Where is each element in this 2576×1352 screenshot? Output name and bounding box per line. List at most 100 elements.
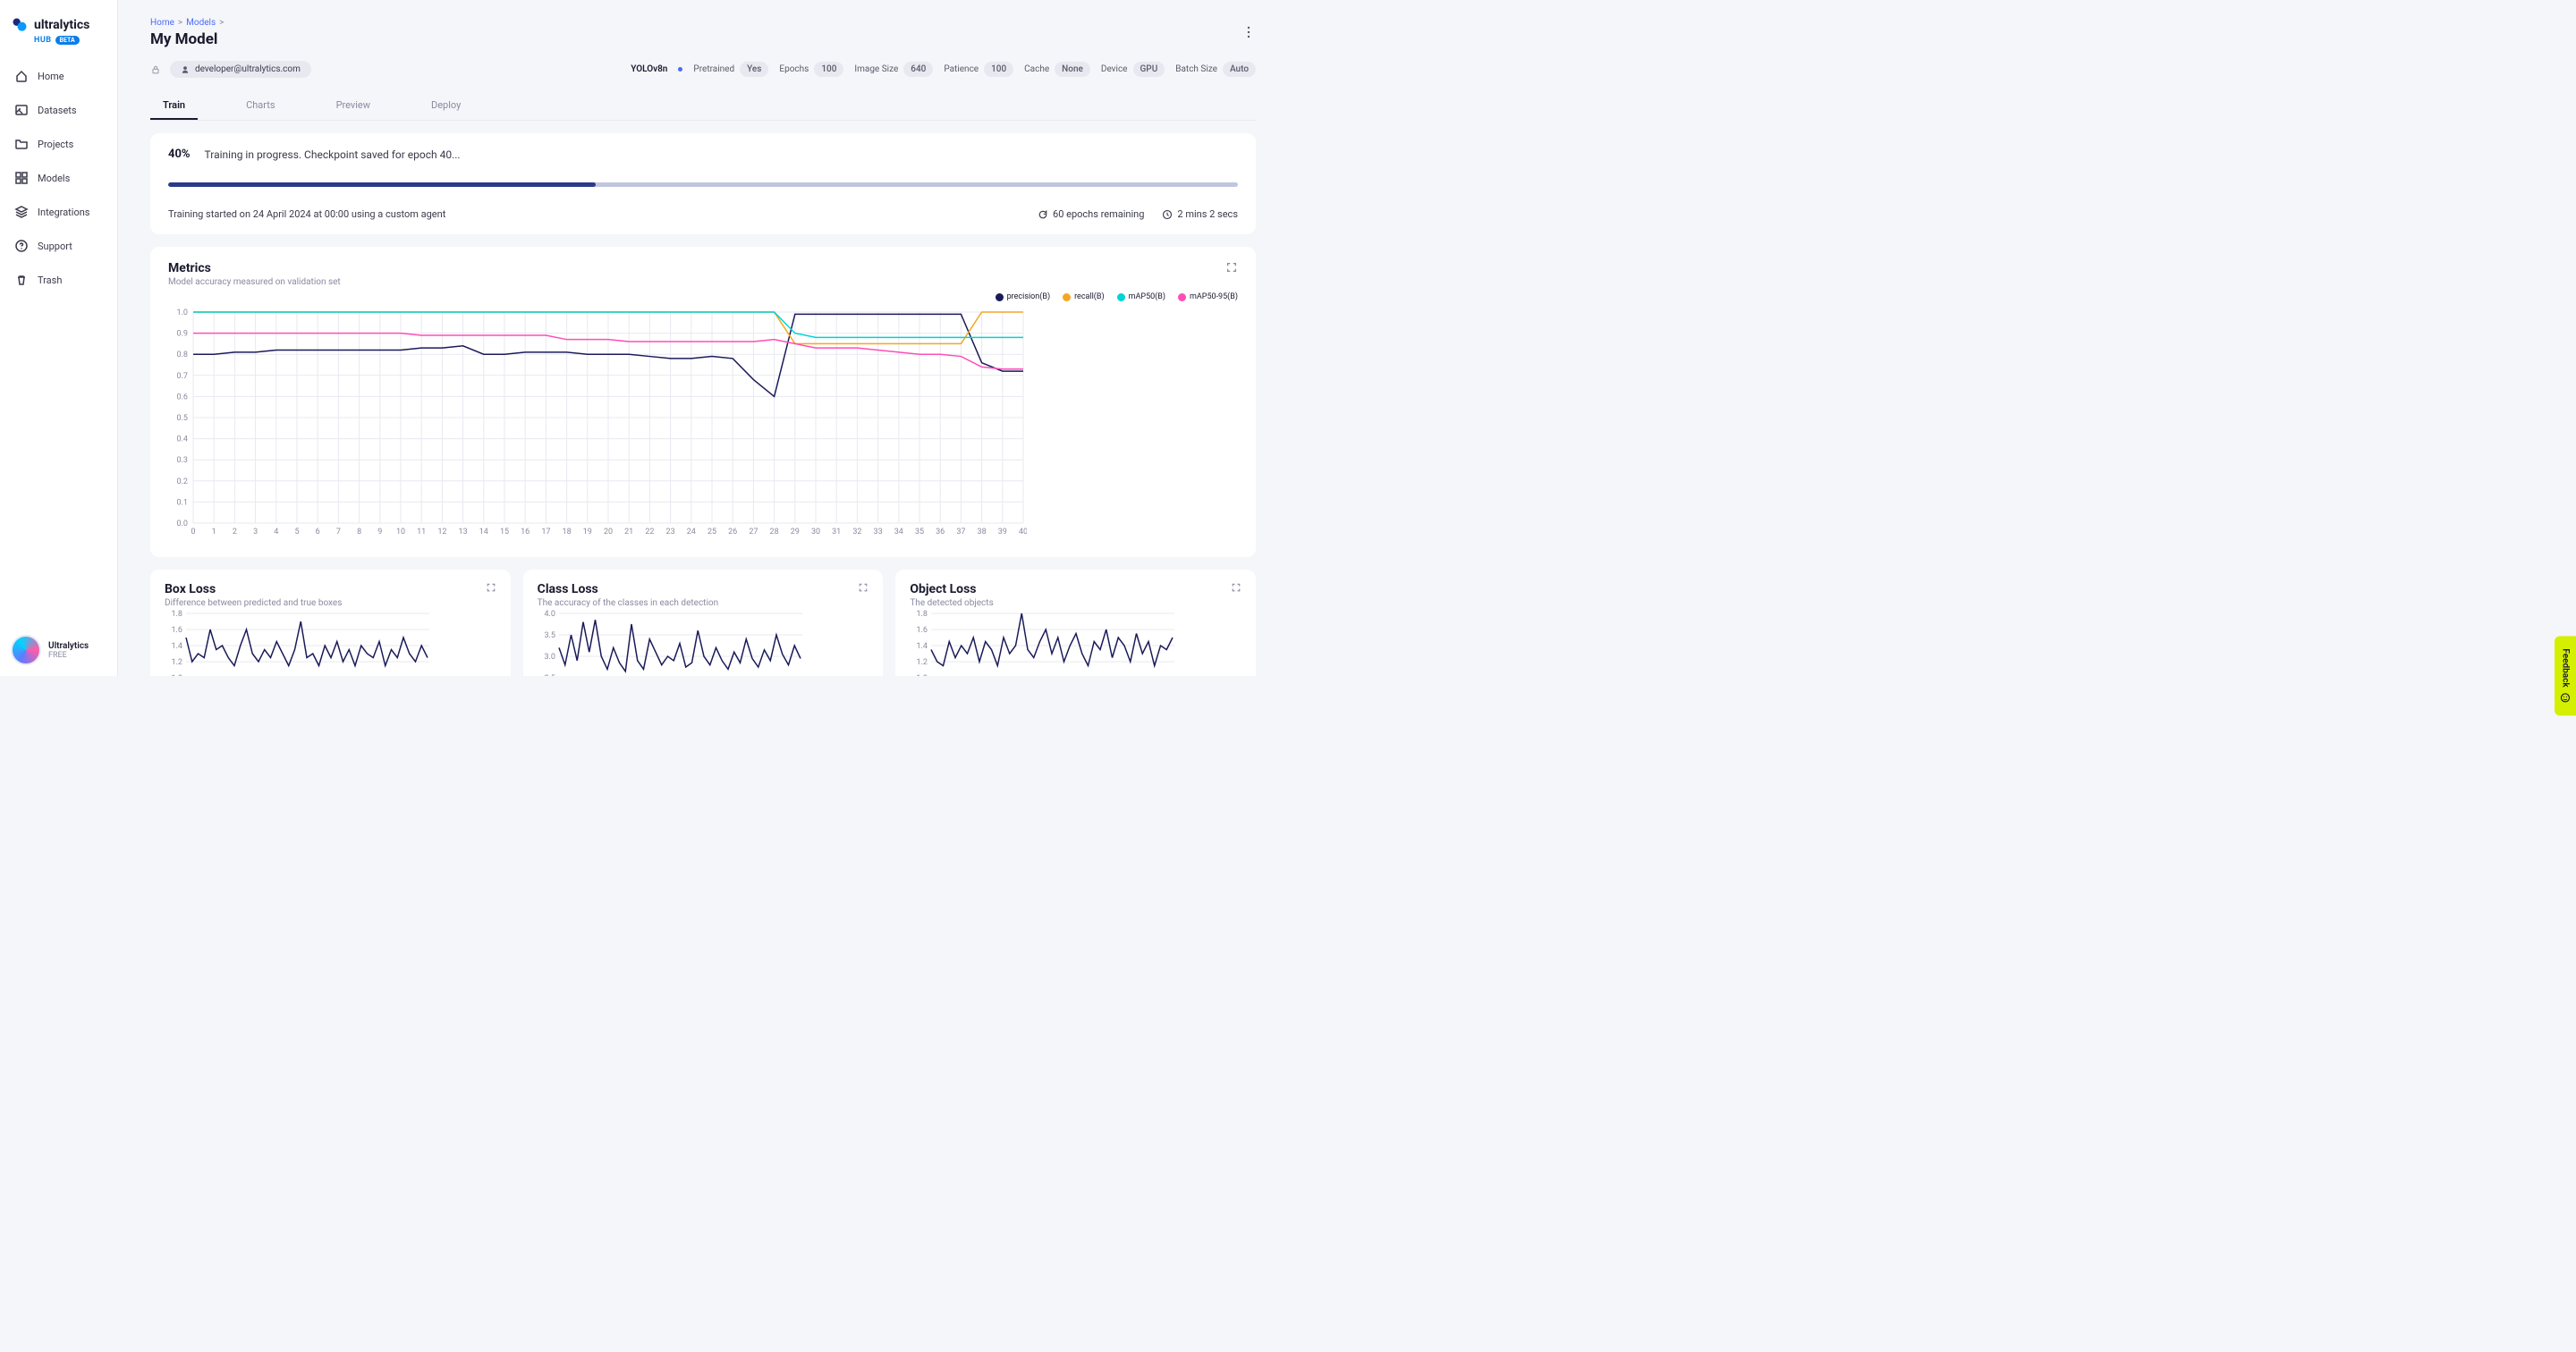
legend-item[interactable]: precision(B) — [996, 292, 1050, 301]
models-icon — [14, 171, 29, 185]
metrics-title: Metrics — [168, 261, 341, 275]
svg-text:37: 37 — [956, 528, 965, 537]
config-batch-size: Batch SizeAuto — [1175, 62, 1256, 77]
breadcrumb: Home > Models > — [150, 18, 224, 28]
expand-icon[interactable] — [858, 582, 869, 593]
expand-icon[interactable] — [1225, 261, 1238, 274]
epochs-remaining: 60 epochs remaining — [1038, 208, 1144, 220]
expand-icon[interactable] — [1231, 582, 1241, 593]
nav-item-support[interactable]: Support — [7, 231, 110, 261]
svg-text:1.6: 1.6 — [917, 626, 928, 635]
sidebar-footer[interactable]: Ultralytics FREE — [0, 624, 117, 676]
svg-text:1.0: 1.0 — [917, 674, 928, 676]
svg-text:0.3: 0.3 — [177, 456, 189, 465]
logo-icon — [11, 16, 29, 34]
user-icon — [181, 65, 190, 74]
svg-text:1.2: 1.2 — [172, 658, 183, 667]
breadcrumb-link[interactable]: Models — [186, 18, 216, 28]
svg-text:0: 0 — [191, 528, 195, 537]
nav-item-datasets[interactable]: Datasets — [7, 95, 110, 125]
progress-started: Training started on 24 April 2024 at 00:… — [168, 208, 445, 220]
tab-train[interactable]: Train — [150, 92, 198, 120]
nav-item-home[interactable]: Home — [7, 61, 110, 91]
svg-text:21: 21 — [624, 528, 633, 537]
user-name: Ultralytics — [48, 641, 89, 651]
image-icon — [14, 103, 29, 117]
nav-item-projects[interactable]: Projects — [7, 129, 110, 159]
loss-title: Object Loss — [910, 582, 993, 596]
metrics-subtitle: Model accuracy measured on validation se… — [168, 277, 341, 287]
nav-list: Home Datasets Projects Models Integrations Su… — [0, 61, 117, 295]
svg-text:1: 1 — [212, 528, 216, 537]
svg-text:23: 23 — [666, 528, 675, 537]
legend-item[interactable]: recall(B) — [1063, 292, 1105, 301]
svg-text:18: 18 — [563, 528, 572, 537]
svg-text:26: 26 — [728, 528, 737, 537]
svg-text:0.9: 0.9 — [177, 330, 189, 339]
svg-text:1.4: 1.4 — [917, 642, 928, 651]
loss-chart: 1.01.21.41.61.8 — [165, 608, 429, 676]
svg-text:31: 31 — [832, 528, 841, 537]
loss-subtitle: The detected objects — [910, 598, 993, 608]
owner-chip[interactable]: developer@ultralytics.com — [170, 61, 311, 78]
svg-text:1.0: 1.0 — [172, 674, 183, 676]
breadcrumb-link[interactable]: Home — [150, 18, 174, 28]
svg-text:33: 33 — [874, 528, 883, 537]
feedback-tab[interactable]: Feedback — [2555, 636, 2576, 715]
svg-text:3: 3 — [253, 528, 258, 537]
loss-chart: 2.53.03.54.0 — [538, 608, 802, 676]
progress-bar — [168, 182, 1238, 187]
layers-icon — [14, 205, 29, 219]
help-icon — [14, 239, 29, 253]
nav-item-integrations[interactable]: Integrations — [7, 197, 110, 227]
svg-text:1.6: 1.6 — [172, 626, 183, 635]
tab-charts[interactable]: Charts — [233, 92, 287, 120]
config-pretrained: PretrainedYes — [693, 62, 768, 77]
svg-text:16: 16 — [521, 528, 530, 537]
svg-text:0.2: 0.2 — [177, 477, 189, 486]
svg-text:27: 27 — [749, 528, 758, 537]
legend-item[interactable]: mAP50-95(B) — [1178, 292, 1238, 301]
nav-label: Projects — [38, 139, 73, 150]
trash-icon — [14, 273, 29, 287]
tab-preview[interactable]: Preview — [324, 92, 383, 120]
svg-text:29: 29 — [791, 528, 800, 537]
svg-text:32: 32 — [852, 528, 861, 537]
svg-text:10: 10 — [396, 528, 405, 537]
nav-item-trash[interactable]: Trash — [7, 265, 110, 295]
loss-subtitle: Difference between predicted and true bo… — [165, 598, 342, 608]
config-cache: CacheNone — [1024, 62, 1090, 77]
user-tier: FREE — [48, 651, 89, 660]
svg-text:8: 8 — [357, 528, 361, 537]
tab-deploy[interactable]: Deploy — [419, 92, 473, 120]
svg-text:1.4: 1.4 — [172, 642, 183, 651]
svg-text:30: 30 — [811, 528, 820, 537]
loss-charts-row: Box Loss Difference between predicted an… — [150, 570, 1256, 676]
page-title: My Model — [150, 30, 224, 48]
svg-text:22: 22 — [645, 528, 654, 537]
hub-label: HUB — [34, 36, 52, 45]
svg-text:19: 19 — [583, 528, 592, 537]
avatar — [11, 635, 41, 665]
smile-icon — [2560, 693, 2571, 704]
svg-text:3.0: 3.0 — [544, 653, 555, 662]
svg-text:6: 6 — [316, 528, 320, 537]
logo[interactable]: ultralytics HUB BETA — [0, 11, 117, 61]
status-dot — [678, 67, 682, 72]
main-content: Home > Models > My Model developer@ultra… — [118, 0, 1288, 676]
nav-label: Datasets — [38, 105, 77, 116]
more-icon[interactable] — [1241, 25, 1256, 39]
progress-card: 40% Training in progress. Checkpoint sav… — [150, 133, 1256, 234]
loss-card-class-loss: Class Loss The accuracy of the classes i… — [523, 570, 884, 676]
svg-text:2.5: 2.5 — [544, 674, 555, 676]
svg-text:4.0: 4.0 — [544, 610, 555, 619]
refresh-icon — [1038, 209, 1048, 220]
legend-item[interactable]: mAP50(B) — [1117, 292, 1165, 301]
nav-item-models[interactable]: Models — [7, 163, 110, 193]
svg-text:5: 5 — [294, 528, 299, 537]
nav-label: Support — [38, 241, 72, 252]
svg-text:0.7: 0.7 — [177, 372, 189, 381]
eta: 2 mins 2 secs — [1162, 208, 1238, 220]
svg-text:0.4: 0.4 — [177, 435, 189, 444]
expand-icon[interactable] — [486, 582, 496, 593]
